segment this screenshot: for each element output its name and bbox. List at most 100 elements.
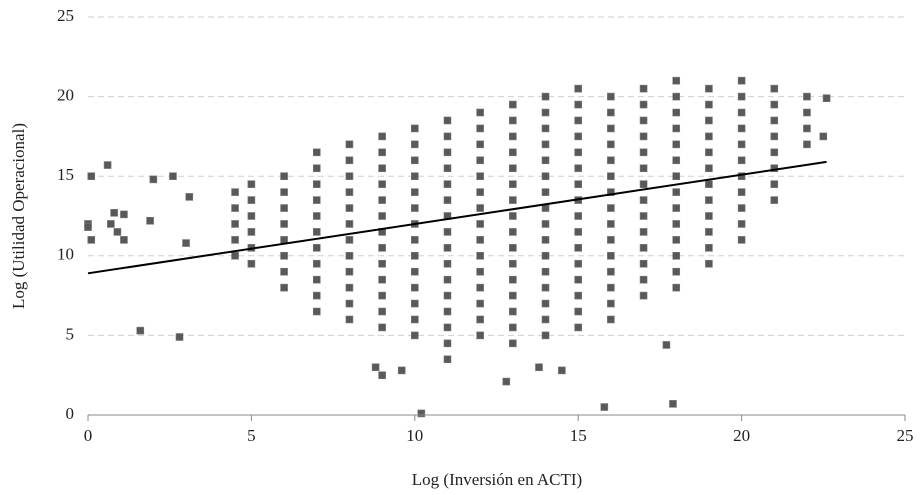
point <box>672 283 681 292</box>
point <box>541 299 550 308</box>
point <box>607 140 615 149</box>
point <box>280 283 288 292</box>
point <box>541 124 550 133</box>
point <box>607 252 615 260</box>
point <box>509 196 517 204</box>
point <box>345 252 354 260</box>
point <box>509 259 517 268</box>
point <box>541 172 550 180</box>
point <box>672 204 681 212</box>
point <box>410 236 419 244</box>
point <box>669 400 677 408</box>
point <box>737 124 746 133</box>
point <box>443 323 452 332</box>
point <box>705 180 713 188</box>
point <box>672 76 681 85</box>
trend-line <box>87 160 827 275</box>
points <box>84 76 831 418</box>
point <box>803 124 811 133</box>
point <box>378 244 386 252</box>
point <box>607 299 615 308</box>
point <box>705 148 713 157</box>
point <box>185 193 194 201</box>
overlay: 0 5 10 15 20 25 <box>84 160 914 445</box>
point <box>410 172 419 180</box>
point <box>541 267 550 276</box>
point <box>476 315 484 324</box>
point <box>672 124 681 133</box>
point <box>410 204 419 212</box>
point <box>410 140 419 149</box>
point <box>639 228 648 236</box>
point <box>639 132 648 141</box>
point <box>509 244 517 252</box>
point <box>639 148 648 157</box>
point <box>541 140 550 149</box>
point <box>509 307 517 316</box>
y-tick-label: 5 <box>66 324 75 343</box>
point <box>770 148 779 157</box>
point <box>476 108 484 117</box>
point <box>378 164 386 173</box>
point <box>443 132 452 141</box>
point <box>247 228 256 236</box>
point <box>574 259 583 268</box>
point <box>509 148 517 157</box>
point <box>607 204 615 212</box>
point <box>737 188 746 196</box>
point <box>672 156 681 165</box>
point <box>509 164 517 173</box>
point <box>476 220 484 228</box>
point <box>607 283 615 292</box>
point <box>312 228 321 236</box>
point <box>574 148 583 157</box>
point <box>705 164 713 173</box>
point <box>149 175 158 184</box>
point <box>574 307 583 316</box>
point <box>737 140 746 149</box>
point <box>280 267 288 276</box>
point <box>476 124 484 133</box>
point <box>410 267 419 276</box>
point <box>607 92 615 101</box>
point <box>247 180 256 188</box>
point <box>175 333 184 341</box>
point <box>672 188 681 196</box>
y-tick-label: 25 <box>57 6 74 25</box>
point <box>312 212 321 220</box>
point <box>417 409 426 418</box>
point <box>672 267 681 276</box>
point <box>378 259 386 268</box>
point <box>607 172 615 180</box>
point <box>574 323 583 332</box>
point <box>541 156 550 165</box>
point <box>574 100 583 109</box>
point <box>345 299 354 308</box>
point <box>705 100 713 109</box>
point <box>231 204 239 212</box>
point <box>476 252 484 260</box>
point <box>607 220 615 228</box>
point <box>476 140 484 149</box>
point <box>280 236 288 244</box>
point <box>378 371 386 380</box>
point <box>607 108 615 117</box>
point <box>509 291 517 300</box>
point <box>231 236 239 244</box>
point <box>476 236 484 244</box>
point <box>705 228 713 236</box>
point <box>509 132 517 141</box>
point <box>607 188 615 196</box>
point <box>803 140 811 149</box>
point <box>84 223 92 231</box>
point <box>639 100 648 109</box>
point <box>113 228 122 236</box>
grid: 0 5 10 15 20 25 <box>57 6 905 423</box>
point <box>509 100 517 109</box>
point <box>378 148 386 157</box>
point <box>410 252 419 260</box>
point <box>443 180 452 188</box>
point <box>819 132 828 141</box>
y-tick-label: 20 <box>57 86 74 105</box>
point <box>345 315 354 324</box>
